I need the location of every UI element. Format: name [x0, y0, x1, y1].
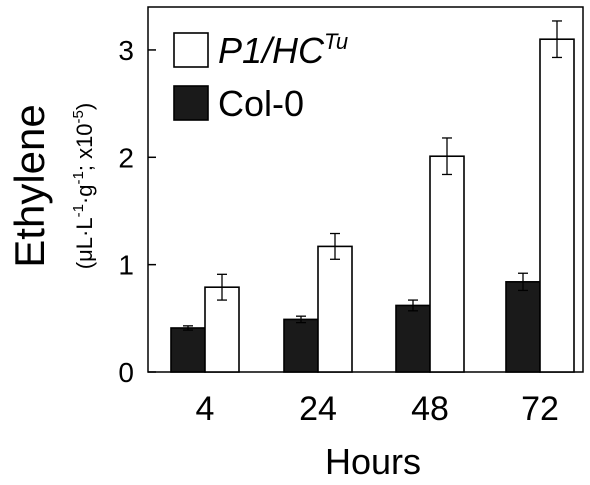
- legend-swatch-p1-hc: [173, 32, 209, 68]
- legend-label-name: Col-0: [218, 83, 304, 124]
- bar-p1-hc-72: [539, 38, 575, 373]
- bar-col-0-4: [170, 327, 206, 373]
- y-units-exp1: -1: [70, 204, 87, 217]
- legend-label-superscript: Tu: [324, 29, 348, 54]
- plot-frame: [147, 6, 584, 373]
- legend-label-p1-hc: P1/HCTu: [218, 29, 348, 71]
- bar-col-0-24: [283, 318, 319, 373]
- y-tick-label: 0: [118, 357, 134, 388]
- bar-p1-hc-48: [429, 155, 465, 373]
- y-units-mid: ·g: [72, 185, 97, 205]
- x-tick-label: 24: [299, 390, 337, 428]
- bar-col-0-48: [395, 304, 431, 373]
- plot-area: 0 1 2 3: [118, 6, 584, 388]
- y-tick-label: 3: [118, 35, 134, 66]
- y-units-tail: ; x10: [72, 123, 97, 171]
- y-axis-label: Ethylene: [6, 104, 53, 267]
- x-tick-label: 72: [521, 390, 559, 428]
- x-tick-label: 48: [411, 390, 449, 428]
- y-axis-units: (μL·L-1·g-1; x10-5): [70, 103, 97, 269]
- bar-p1-hc-24: [317, 245, 353, 373]
- y-units-exp2: -1: [70, 171, 87, 184]
- y-units-open: (μL·L: [72, 217, 97, 269]
- legend-label-col-0: Col-0: [218, 83, 304, 124]
- bar-col-0-72: [505, 281, 541, 373]
- y-units-close: ): [72, 103, 97, 110]
- legend-label-name: P1/HC: [218, 30, 325, 71]
- x-tick-label: 4: [196, 390, 215, 428]
- y-tick-label: 1: [118, 250, 134, 281]
- legend-swatch-col-0: [173, 85, 209, 121]
- legend: P1/HCTu Col-0: [173, 29, 348, 124]
- y-tick-label: 2: [118, 142, 134, 173]
- y-units-exp3: -5: [70, 110, 87, 123]
- x-axis-label: Hours: [325, 441, 421, 480]
